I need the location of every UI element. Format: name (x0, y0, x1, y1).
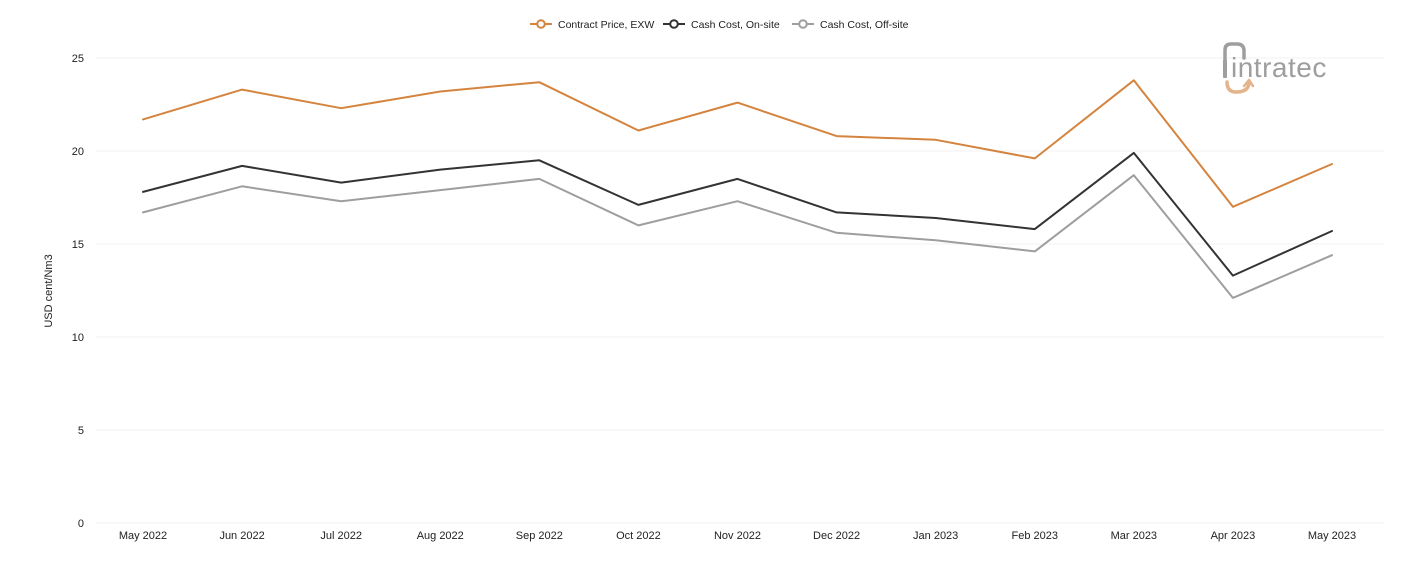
series-line-cash-cost-on-site (142, 151, 1333, 277)
logo-wordmark: intratec (1231, 52, 1327, 83)
x-tick-label: Feb 2023 (1012, 530, 1058, 542)
y-axis-ticks: 0 5 10 15 20 25 (72, 53, 84, 530)
legend-marker-icon (536, 19, 546, 29)
legend-label: Cash Cost, On-site (691, 19, 780, 31)
legend-marker-icon (798, 19, 808, 29)
legend-marker-icon (669, 19, 679, 29)
series-line-cash-cost-off-site (142, 174, 1333, 299)
legend-item-cash-cost-on-site[interactable]: Cash Cost, On-site (663, 19, 780, 31)
y-tick-label: 15 (72, 239, 84, 251)
x-tick-label: Apr 2023 (1211, 530, 1256, 542)
x-tick-label: Sep 2022 (516, 530, 563, 542)
x-tick-label: Oct 2022 (616, 530, 661, 542)
logo-mark-icon (1223, 42, 1255, 94)
series-line-contract-price-exw (142, 79, 1333, 208)
legend-item-cash-cost-off-site[interactable]: Cash Cost, Off-site (792, 19, 909, 31)
y-tick-label: 20 (72, 146, 84, 158)
legend[interactable]: Contract Price, EXW Cash Cost, On-site Cas… (530, 19, 909, 31)
grid-lines (96, 57, 1384, 524)
y-tick-label: 5 (78, 425, 84, 437)
y-axis-title: USD cent/Nm3 (43, 254, 55, 327)
intratec-logo: intratec (1223, 42, 1327, 94)
y-tick-label: 10 (72, 332, 84, 344)
x-tick-label: Dec 2022 (813, 530, 860, 542)
x-tick-label: Jun 2022 (219, 530, 264, 542)
x-tick-label: Jan 2023 (913, 530, 958, 542)
x-tick-label: May 2022 (119, 530, 167, 542)
y-tick-label: 25 (72, 53, 84, 65)
x-tick-label: Mar 2023 (1111, 530, 1157, 542)
series-lines (142, 79, 1333, 299)
legend-label: Cash Cost, Off-site (820, 19, 909, 31)
legend-label: Contract Price, EXW (558, 19, 654, 31)
y-tick-label: 0 (78, 518, 84, 530)
x-tick-label: May 2023 (1308, 530, 1356, 542)
x-tick-label: Nov 2022 (714, 530, 761, 542)
x-tick-label: Jul 2022 (320, 530, 362, 542)
legend-item-contract-price-exw[interactable]: Contract Price, EXW (530, 19, 654, 31)
x-tick-label: Aug 2022 (417, 530, 464, 542)
x-axis-ticks: May 2022 Jun 2022 Jul 2022 Aug 2022 Sep 2022… (119, 530, 1356, 542)
